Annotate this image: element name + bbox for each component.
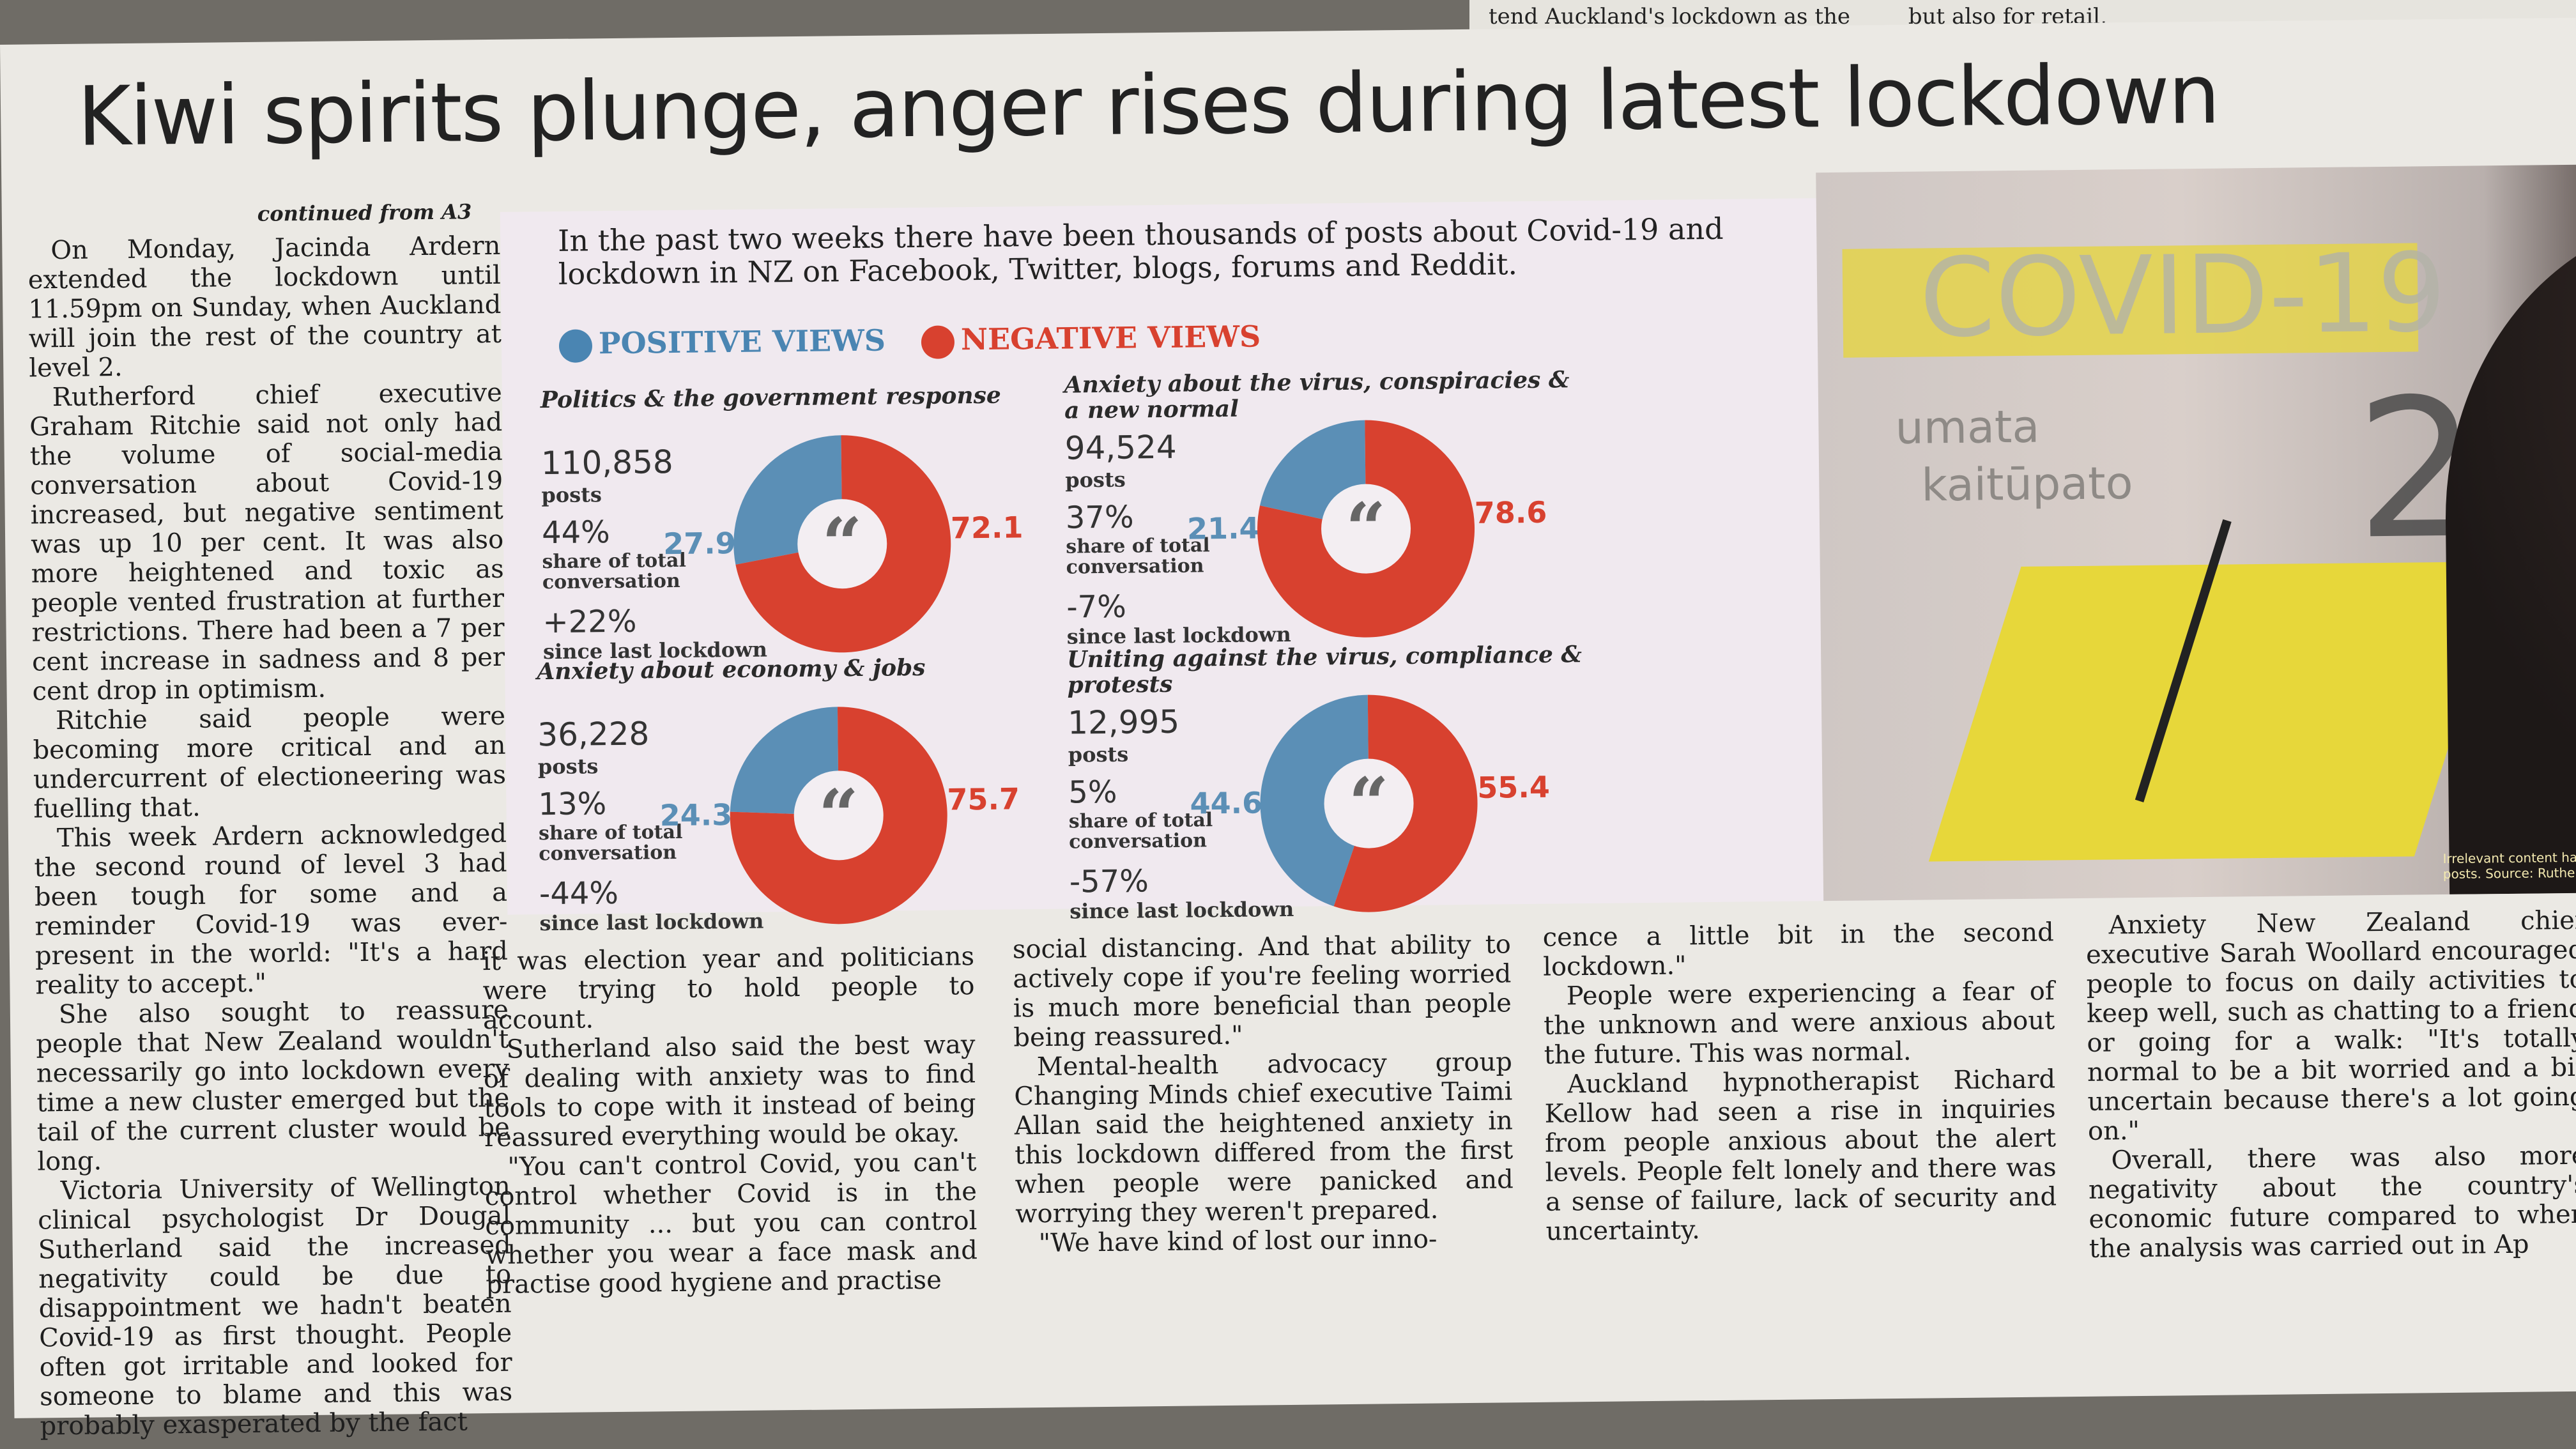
- paragraph: "We have kind of lost our inno-: [1038, 1224, 1438, 1259]
- article-column-4: cence a little bit in the second lockdow…: [1543, 917, 2057, 1246]
- posts-value: 36,228: [537, 715, 650, 754]
- paragraph: This week Ardern acknowledged the second…: [34, 818, 509, 1000]
- donut-chart: “: [733, 435, 951, 653]
- paragraph: cence a little bit in the second lockdow…: [1542, 917, 2054, 982]
- paragraph: Rutherford chief executive Graham Ritchi…: [29, 378, 505, 707]
- paragraph: Sutherland also said the best way of dea…: [483, 1030, 976, 1153]
- positive-data-label: 27.9: [663, 525, 737, 562]
- quote-icon: “: [818, 774, 859, 857]
- chart-title: Anxiety about economy & jobs: [537, 654, 926, 686]
- infographic: COVID-19 2 umata kaitūpato Irrelevant co…: [500, 160, 2576, 935]
- continued-note: continued from A3: [257, 199, 472, 226]
- posts-label: posts: [537, 754, 599, 779]
- change-value: -57%: [1069, 863, 1149, 900]
- quote-icon: “: [822, 502, 863, 585]
- paragraph: Auckland hypnotherapist Richard Kellow h…: [1544, 1064, 2057, 1246]
- change-value: -44%: [539, 875, 619, 912]
- change-value: -7%: [1066, 588, 1127, 625]
- covid-backdrop-text: COVID-19: [1919, 229, 2447, 362]
- graphic-credit: Irrelevant content has been excluded fro…: [2442, 845, 2576, 882]
- paragraph: it was election year and politicians wer…: [482, 942, 975, 1036]
- donut-hole: [1324, 758, 1414, 848]
- paragraph: She also sought to reassure people that …: [36, 995, 510, 1177]
- paragraph: On Monday, Jacinda Ardern extended the l…: [27, 231, 502, 383]
- negative-data-label: 72.1: [950, 510, 1023, 546]
- change-value: +22%: [542, 603, 637, 641]
- positive-data-label: 21.4: [1186, 510, 1260, 546]
- donut-hole: [793, 770, 884, 861]
- previous-text-1: tend Auckland's lockdown as the: [1489, 4, 1850, 29]
- posts-label: posts: [541, 482, 602, 508]
- backdrop-text-1: umata: [1895, 400, 2040, 454]
- chart-panel-politics: Politics & the government response 110,85…: [540, 382, 1068, 669]
- legend-negative: NEGATIVE VIEWS: [960, 319, 1261, 357]
- posts-value: 94,524: [1064, 428, 1177, 467]
- yellow-stage-panel: [1928, 561, 2507, 862]
- article-column-5: Anxiety New Zealand chief executive Sara…: [2085, 906, 2576, 1264]
- paragraph: People were experiencing a fear of the u…: [1543, 976, 2055, 1070]
- chart-panel-virus-anxiety: Anxiety about the virus, conspiracies & …: [1064, 366, 1591, 654]
- donut-chart: “: [730, 707, 947, 924]
- donut-hole: [1321, 484, 1411, 574]
- posts-value: 12,995: [1067, 703, 1180, 742]
- positive-data-label: 24.3: [659, 797, 733, 833]
- share-value: 5%: [1068, 774, 1117, 811]
- quote-icon: “: [1348, 762, 1390, 845]
- paragraph: Victoria University of Wellington clinic…: [38, 1171, 513, 1441]
- paragraph: Mental-health advocacy group Changing Mi…: [1014, 1047, 1514, 1229]
- paragraph: Anxiety New Zealand chief executive Sara…: [2085, 905, 2576, 1146]
- donut-chart: “: [1257, 420, 1475, 638]
- posts-value: 110,858: [540, 443, 673, 482]
- minus-icon: [921, 325, 955, 359]
- article-column-3: social distancing. And that ability to a…: [1013, 930, 1514, 1258]
- negative-data-label: 78.6: [1474, 494, 1547, 530]
- chart-panel-uniting: Uniting against the virus, compliance & …: [1067, 641, 1594, 928]
- paragraph: Ritchie said people were becoming more c…: [33, 701, 507, 824]
- chart-panel-economy: Anxiety about economy & jobs 36,228 posts 1…: [537, 654, 1064, 940]
- backdrop-text-2: kaitūpato: [1920, 457, 2133, 512]
- paragraph: social distancing. And that ability to a…: [1012, 930, 1512, 1053]
- paragraph: "You can't control Covid, you can't cont…: [484, 1147, 978, 1300]
- press-conference-photo: COVID-19 2 umata kaitūpato Irrelevant co…: [1816, 160, 2576, 901]
- graphic-intro: In the past two weeks there have been th…: [557, 211, 1724, 291]
- posts-label: posts: [1068, 742, 1129, 767]
- positive-data-label: 44.6: [1190, 785, 1263, 821]
- posts-label: posts: [1065, 467, 1126, 493]
- article-column-2: it was election year and politicians wer…: [482, 942, 978, 1300]
- headline: Kiwi spirits plunge, anger rises during …: [77, 47, 2220, 165]
- positive-slice: [1260, 694, 1369, 907]
- chart-title: Politics & the government response: [540, 381, 1001, 414]
- quote-icon: “: [1346, 487, 1387, 570]
- legend-positive: POSITIVE VIEWS: [598, 323, 886, 361]
- donut-chart: “: [1260, 694, 1478, 912]
- negative-data-label: 75.7: [947, 781, 1020, 817]
- legend: POSITIVE VIEWS NEGATIVE VIEWS: [558, 319, 1261, 363]
- plus-icon: [558, 329, 593, 363]
- share-value: 37%: [1065, 499, 1134, 536]
- speaker-figure: [2442, 211, 2576, 894]
- article-column-1: On Monday, Jacinda Ardern extended the l…: [27, 231, 513, 1441]
- share-value: 13%: [538, 786, 607, 823]
- newspaper-page: Kiwi spirits plunge, anger rises during …: [0, 17, 2576, 1441]
- donut-hole: [797, 499, 887, 589]
- share-value: 44%: [541, 514, 611, 551]
- negative-data-label: 55.4: [1477, 769, 1551, 805]
- paragraph: Overall, there was also more negativity …: [2088, 1140, 2576, 1264]
